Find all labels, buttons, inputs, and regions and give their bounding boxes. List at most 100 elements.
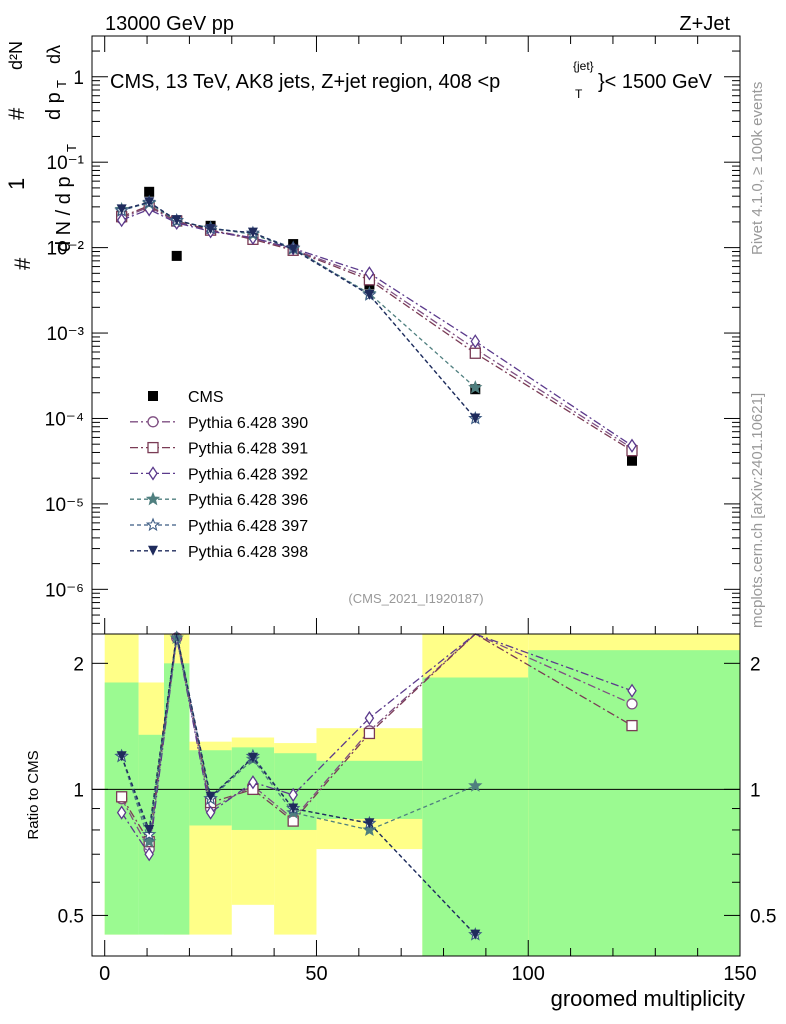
ratio-point-1 <box>363 727 376 740</box>
ratio-point-5 <box>116 751 127 762</box>
main-point-6 <box>205 224 216 235</box>
main-point-6 <box>364 289 375 300</box>
legend-entry-6: Pythia 6.428 398 <box>188 544 308 561</box>
ratio-point-1 <box>115 791 128 803</box>
main-point-4 <box>468 380 483 394</box>
ratio-point-2 <box>116 805 127 820</box>
ratio-point-5 <box>205 791 216 802</box>
ratio-point-5 <box>470 929 481 940</box>
main-point-6 <box>116 204 127 215</box>
header-left: 13000 GeV pp <box>105 13 234 35</box>
legend: CMS Pythia 6.428 390 Pythia 6.428 391 Pythi… <box>130 389 308 561</box>
side-label-mcplots: mcplots.cern.ch [arXiv:2401.10621] <box>749 393 766 628</box>
y-label-dN: d N / d p <box>53 176 75 252</box>
legend-marker-4 <box>145 491 161 506</box>
y-label-d2N: d²N <box>6 41 26 70</box>
y-label-T2: T <box>54 80 69 88</box>
ratio-ytick-label-right: 2 <box>750 654 761 675</box>
plot-title-tail: }< 1500 GeV <box>598 71 713 93</box>
ratio-axis-ticks: 0.5 0.5 1 1 2 2 0 50 100 150 <box>58 654 777 985</box>
main-ytick-label: 1 <box>73 68 84 89</box>
ratio-point-3 <box>142 834 157 848</box>
main-axis-ticks: 1 10⁻¹ 10⁻² 10⁻³ 10⁻⁴ 10⁻⁵ 10⁻⁶ <box>45 35 741 635</box>
main-point-2 <box>469 347 481 359</box>
legend-marker-6 <box>148 545 158 556</box>
legend-entry-0: CMS <box>188 389 224 406</box>
main-point-0 <box>627 455 637 466</box>
main-series-layer <box>114 186 638 466</box>
y-label-hash: # <box>10 257 35 270</box>
legend-entry-2: Pythia 6.428 391 <box>188 441 308 458</box>
y-label-dlambda: dλ <box>44 45 64 64</box>
x-axis-label: groomed multiplicity <box>551 986 745 1011</box>
legend-marker-3 <box>148 466 158 481</box>
main-point-0 <box>171 250 182 261</box>
legend-entry-4: Pythia 6.428 396 <box>188 492 308 509</box>
legend-marker-1 <box>147 416 159 428</box>
plot-title-main: CMS, 13 TeV, AK8 jets, Z+jet region, 408… <box>110 71 500 93</box>
plot-title-sup: {jet} <box>573 59 594 73</box>
ratio-point-3 <box>362 822 377 836</box>
ratio-point-1 <box>626 719 638 732</box>
legend-entry-3: Pythia 6.428 392 <box>188 466 308 483</box>
main-point-3 <box>116 212 127 228</box>
legend-marker-0 <box>148 391 158 401</box>
main-point-6 <box>470 413 481 424</box>
legend-marker-2 <box>147 441 159 454</box>
ratio-ytick-label-left: 2 <box>73 654 84 675</box>
green-band-8 <box>528 650 740 956</box>
y-label-T: T <box>64 144 79 152</box>
main-y-axis-label: # 1 d N / d p T # d p T d²N dλ <box>4 41 79 270</box>
main-series-line-6 <box>121 201 476 419</box>
ratio-point-2 <box>288 787 298 803</box>
x-tick-label: 100 <box>512 963 545 985</box>
ratio-point-5 <box>364 818 375 829</box>
ratio-series-layer <box>114 630 638 941</box>
plot-title-sub: T <box>575 87 583 101</box>
ratio-ytick-label-right: 0.5 <box>750 906 776 927</box>
main-ytick-label: 10⁻³ <box>47 324 85 345</box>
y-label-one: 1 <box>4 178 29 190</box>
legend-marker-5 <box>145 517 161 532</box>
main-series-line-1 <box>121 206 633 449</box>
ratio-series-line-1 <box>121 633 633 844</box>
green-band-6 <box>316 760 423 819</box>
ratio-point-5 <box>144 824 155 835</box>
ratio-uncertainty-bands <box>92 634 740 956</box>
main-ytick-label: 10⁻⁶ <box>45 580 84 601</box>
legend-entry-1: Pythia 6.428 390 <box>188 415 308 432</box>
ratio-point-2 <box>205 805 216 820</box>
ratio-point-2 <box>364 710 375 726</box>
ratio-point-0 <box>626 698 638 710</box>
ratio-point-2 <box>144 847 154 862</box>
main-ytick-label: 10⁻² <box>47 239 85 260</box>
legend-entry-5: Pythia 6.428 397 <box>188 518 308 535</box>
main-point-6 <box>171 215 182 226</box>
main-ytick-label: 10⁻¹ <box>47 153 85 174</box>
ratio-panel-frame <box>91 633 741 957</box>
main-point-6 <box>144 197 155 208</box>
ratio-series-line-5 <box>121 633 476 936</box>
x-tick-label: 50 <box>305 963 327 985</box>
ratio-ytick-label-right: 1 <box>750 780 761 801</box>
main-series-line-5 <box>121 201 476 419</box>
main-ytick-label: 10⁻⁵ <box>45 495 84 516</box>
main-ytick-label: 10⁻⁴ <box>45 409 84 430</box>
ratio-point-2 <box>248 775 258 790</box>
main-point-0 <box>144 186 155 197</box>
x-tick-label: 0 <box>99 963 110 985</box>
main-series-line-3 <box>121 208 633 447</box>
main-series-line-4 <box>121 202 476 389</box>
ratio-ytick-label-left: 1 <box>73 780 84 801</box>
ratio-point-5 <box>288 803 299 814</box>
analysis-id: (CMS_2021_I1920187) <box>348 591 483 606</box>
x-tick-label: 150 <box>723 963 756 985</box>
ratio-ytick-label-left: 0.5 <box>58 906 84 927</box>
ratio-point-3 <box>468 778 483 792</box>
main-point-6 <box>288 244 299 255</box>
y-label-dpT: d p <box>43 92 65 120</box>
ratio-point-2 <box>627 683 637 698</box>
plot-title: CMS, 13 TeV, AK8 jets, Z+jet region, 408… <box>110 59 713 101</box>
main-point-6 <box>247 227 258 238</box>
